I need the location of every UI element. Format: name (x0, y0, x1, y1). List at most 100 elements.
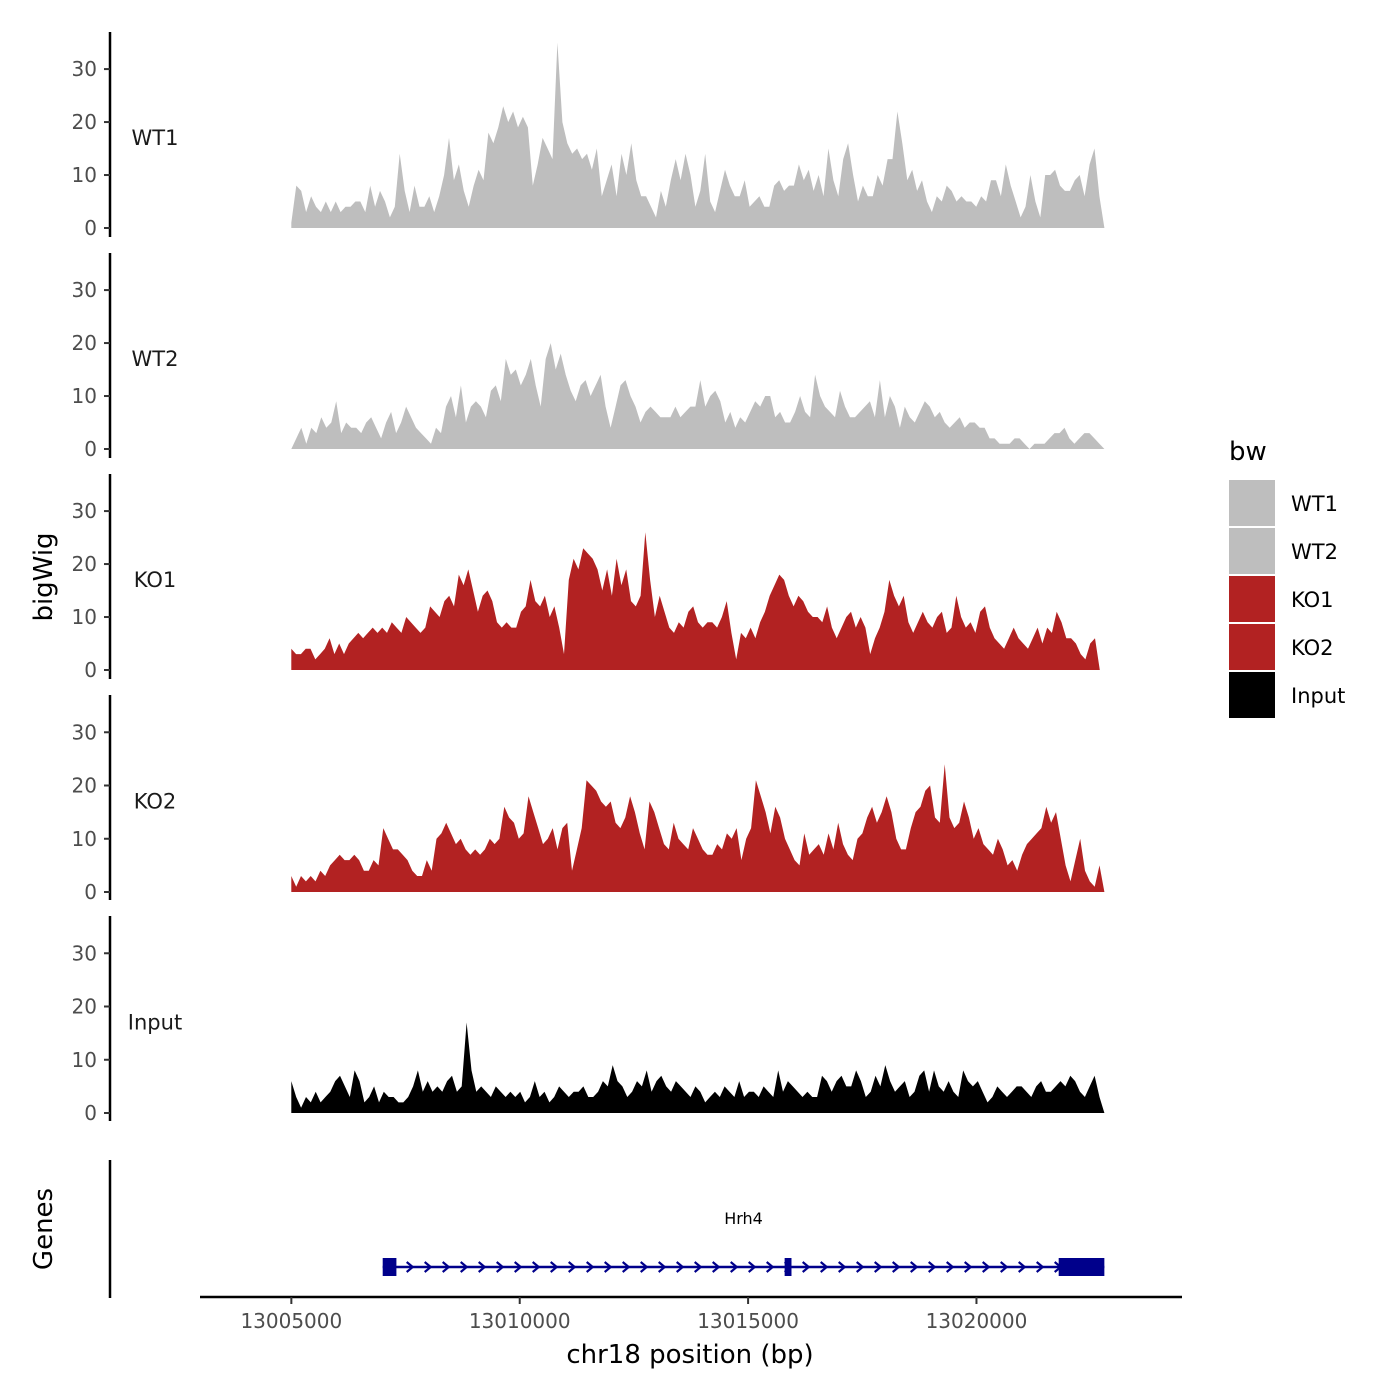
legend-swatch (1229, 528, 1275, 574)
strand-arrow (531, 1261, 541, 1273)
legend-swatch (1229, 624, 1275, 670)
legend-label: Input (1291, 684, 1345, 708)
x-tick-label: 13010000 (469, 1309, 571, 1333)
y-tick-label: 20 (72, 995, 97, 1019)
strand-arrow (711, 1261, 721, 1273)
legend-item-input: Input (1229, 672, 1345, 718)
area-input (291, 1022, 1105, 1113)
legend-label: WT2 (1291, 540, 1338, 564)
strand-arrow (963, 1261, 973, 1273)
strand-arrow (855, 1261, 865, 1273)
genes-axis-title: Genes (29, 1188, 59, 1270)
gene-exon (784, 1258, 792, 1276)
gene-hrh4: Hrh4 (382, 1209, 1105, 1276)
x-axis: 13005000 13010000 13015000 13020000 (200, 1295, 1182, 1333)
strand-arrow (981, 1261, 991, 1273)
strand-arrow (441, 1261, 451, 1273)
legend-item-wt2: WT2 (1229, 528, 1338, 574)
y-tick-label: 30 (72, 57, 97, 81)
strand-arrow (495, 1261, 505, 1273)
strand-arrow (729, 1261, 739, 1273)
y-tick-label: 10 (72, 827, 97, 851)
area-wt1 (291, 42, 1105, 228)
y-tick-label: 0 (84, 216, 97, 240)
y-tick-label: 0 (84, 880, 97, 904)
strand-arrow (1035, 1261, 1045, 1273)
strand-arrow (891, 1261, 901, 1273)
strand-arrow (459, 1261, 469, 1273)
track-label: KO2 (134, 789, 177, 813)
y-tick-label: 0 (84, 1101, 97, 1125)
strand-arrow (405, 1261, 415, 1273)
y-tick-label: 0 (84, 658, 97, 682)
track-wt2: 0 10 20 30 WT2 (72, 253, 1105, 461)
strand-arrow (999, 1261, 1009, 1273)
y-tick-label: 0 (84, 437, 97, 461)
gene-exon (1058, 1258, 1105, 1276)
x-axis-title: chr18 position (bp) (566, 1340, 813, 1370)
legend-swatch (1229, 576, 1275, 622)
strand-arrow (477, 1261, 487, 1273)
area-ko1 (291, 532, 1100, 670)
x-tick-label: 13020000 (926, 1309, 1028, 1333)
strand-arrow (603, 1261, 613, 1273)
y-tick-label: 20 (72, 774, 97, 798)
strand-arrow (801, 1261, 811, 1273)
strand-arrow (765, 1261, 775, 1273)
strand-arrow (657, 1261, 667, 1273)
legend-label: WT1 (1291, 492, 1338, 516)
strand-arrow (837, 1261, 847, 1273)
y-tick-label: 20 (72, 110, 97, 134)
legend-item-wt1: WT1 (1229, 480, 1338, 526)
y-tick-label: 20 (72, 552, 97, 576)
genes-panel: Hrh4 (108, 1160, 1105, 1298)
y-tick-label: 30 (72, 278, 97, 302)
legend: bw WT1 WT2 KO1 KO2 Input (1229, 437, 1345, 718)
strand-arrow (567, 1261, 577, 1273)
track-ko2: 0 10 20 30 KO2 (72, 695, 1105, 904)
track-wt1: 0 10 20 30 WT1 (72, 32, 1105, 240)
strand-arrow (927, 1261, 937, 1273)
strand-arrow (945, 1261, 955, 1273)
legend-item-ko2: KO2 (1229, 624, 1334, 670)
y-tick-label: 10 (72, 1048, 97, 1072)
y-tick-label: 10 (72, 163, 97, 187)
strand-arrow (513, 1261, 523, 1273)
x-tick-label: 13015000 (697, 1309, 799, 1333)
strand-arrow (423, 1261, 433, 1273)
strand-arrow (747, 1261, 757, 1273)
strand-arrow (585, 1261, 595, 1273)
track-ko1: 0 10 20 30 KO1 (72, 474, 1100, 682)
area-ko2 (291, 764, 1105, 892)
strand-arrow (819, 1261, 829, 1273)
x-tick-label: 13005000 (240, 1309, 342, 1333)
y-tick-label: 30 (72, 941, 97, 965)
strand-arrow (1017, 1261, 1027, 1273)
strand-arrow (639, 1261, 649, 1273)
track-input: 0 10 20 30 Input (72, 916, 1105, 1125)
y-tick-label: 10 (72, 384, 97, 408)
track-panels: 0 10 20 30 WT1 0 10 20 30 WT2 0 10 20 30 KO1 0 10 20 30 KO2… (72, 32, 1105, 1125)
legend-label: KO2 (1291, 636, 1334, 660)
legend-item-ko1: KO1 (1229, 576, 1334, 622)
y-tick-label: 30 (72, 720, 97, 744)
track-label: Input (128, 1010, 182, 1034)
strand-arrow (675, 1261, 685, 1273)
strand-arrow (693, 1261, 703, 1273)
track-label: KO1 (134, 568, 177, 592)
gene-label: Hrh4 (724, 1209, 763, 1228)
y-tick-label: 30 (72, 499, 97, 523)
strand-arrow (549, 1261, 559, 1273)
strand-arrow (909, 1261, 919, 1273)
legend-swatch (1229, 480, 1275, 526)
legend-title: bw (1229, 437, 1267, 467)
strand-arrow (621, 1261, 631, 1273)
y-tick-label: 20 (72, 331, 97, 355)
track-label: WT1 (132, 126, 179, 150)
track-label: WT2 (132, 347, 179, 371)
strand-arrow (873, 1261, 883, 1273)
legend-label: KO1 (1291, 588, 1334, 612)
gene-exon (382, 1258, 397, 1276)
area-wt2 (291, 343, 1105, 449)
